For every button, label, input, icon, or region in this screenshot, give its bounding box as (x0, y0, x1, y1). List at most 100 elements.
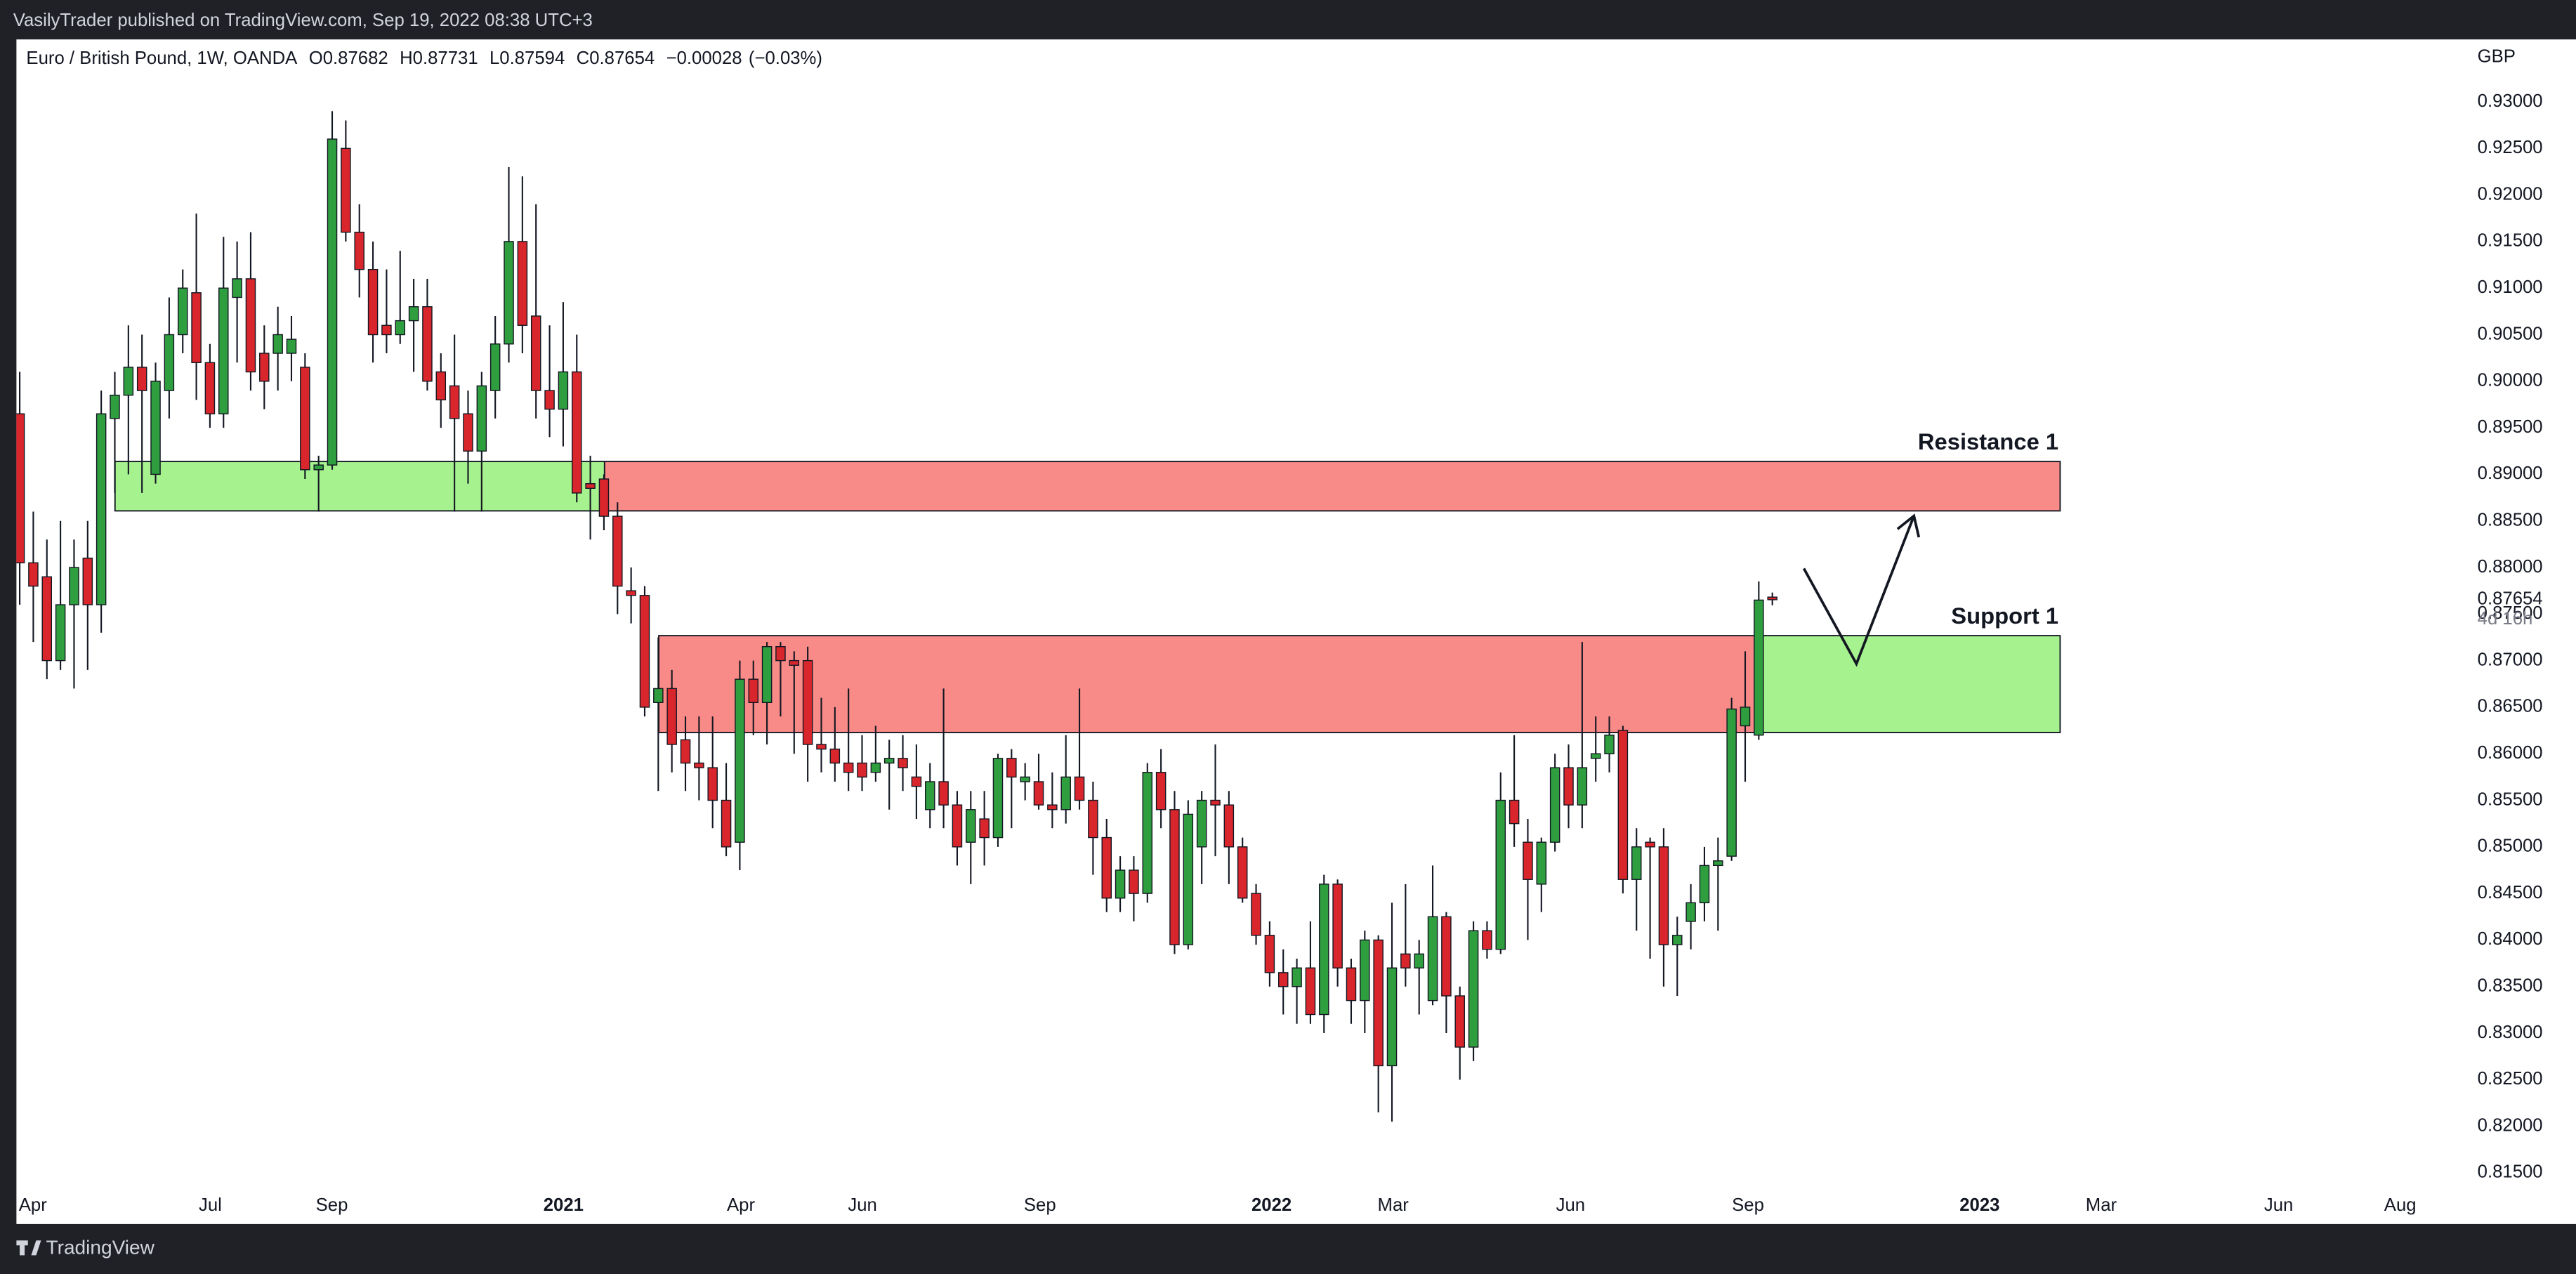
candle-body (16, 413, 25, 564)
candle-body (354, 231, 364, 270)
candle-body (544, 390, 555, 410)
candle-body (1468, 930, 1479, 1048)
candle-body (435, 371, 447, 401)
x-tick-label: 2021 (544, 1195, 584, 1215)
candle-body (666, 688, 677, 745)
last-price-label: 0.87654 (2478, 589, 2543, 609)
candle-body (1427, 916, 1438, 1002)
candle-body (1685, 902, 1696, 922)
candle-body (694, 762, 704, 768)
candle-body (1767, 596, 1777, 600)
candle-body (1319, 884, 1329, 1016)
chart-background (16, 39, 2576, 1224)
zone (1760, 635, 2061, 733)
candle-body (1645, 841, 1655, 848)
candle-body (259, 353, 270, 382)
x-tick-label: Jun (848, 1195, 876, 1215)
candle-body (1129, 869, 1139, 894)
candle-body (1142, 772, 1153, 894)
candle-body (82, 558, 93, 605)
candle-body (341, 147, 351, 233)
candle-body (1169, 809, 1180, 945)
candle-body (300, 367, 310, 471)
candle-body (1155, 772, 1167, 810)
candle-body (1454, 995, 1465, 1048)
countdown-label: 4d 16h (2478, 609, 2533, 629)
candle-body (1237, 846, 1248, 899)
candle-body (1074, 776, 1085, 801)
candle-body (245, 278, 256, 373)
candle-body (367, 268, 379, 336)
x-tick-label: Jul (199, 1195, 222, 1215)
y-tick-label: 0.89000 (2478, 464, 2543, 483)
x-tick-label: 2023 (1959, 1195, 1999, 1215)
y-tick-label: 0.85500 (2478, 789, 2543, 809)
candle-body (191, 292, 202, 363)
legend-field-name: C (577, 48, 590, 68)
y-tick-label: 0.82000 (2478, 1115, 2543, 1135)
candle-body (476, 385, 487, 452)
x-tick-label: Apr (727, 1195, 755, 1215)
plot-area (16, 111, 2061, 1122)
candle-body (1373, 939, 1384, 1067)
candle-body (966, 809, 976, 843)
candle-body (449, 385, 460, 419)
candle-body (857, 762, 867, 778)
legend-symbol: Euro / British Pound, 1W, OANDA (26, 48, 298, 68)
y-tick-label: 0.87000 (2478, 650, 2543, 669)
projection-arrow (1802, 513, 1921, 667)
candle-body (1509, 799, 1520, 825)
candle-body (177, 287, 188, 336)
y-tick-label: 0.91500 (2478, 231, 2543, 251)
legend-change: −0.00028 (666, 48, 742, 68)
candle-body (775, 646, 786, 662)
candle-body (721, 799, 732, 848)
y-tick-label: 0.85000 (2478, 836, 2543, 856)
candle-body (952, 804, 963, 848)
candle-body (408, 306, 419, 322)
candle-body (313, 464, 324, 471)
candle-body (1577, 767, 1588, 806)
candle-body (870, 762, 881, 773)
candle-body (816, 744, 827, 750)
y-tick-label: 0.93000 (2478, 91, 2543, 111)
candle-body (802, 659, 813, 745)
candle-body (680, 739, 691, 764)
candle-body (41, 576, 53, 662)
candle-body (558, 371, 569, 410)
candle-body (1277, 972, 1289, 987)
candle-body (28, 562, 39, 587)
candle-body (272, 334, 283, 354)
legend-field-value: 0.87654 (589, 48, 655, 68)
legend-field-name: H (400, 48, 413, 68)
currency-label: GBP (2478, 47, 2516, 67)
candle-body (585, 482, 596, 490)
candle-body (1549, 767, 1560, 843)
candle-body (1726, 708, 1737, 857)
candle-body (598, 478, 610, 517)
publish-info: VasilyTrader published on TradingView.co… (13, 11, 593, 30)
y-tick-label: 0.87500 (2478, 603, 2543, 623)
candle-body (1305, 967, 1316, 1016)
candle-body (639, 595, 650, 708)
x-tick-label: Jun (2264, 1195, 2293, 1215)
candle-body (992, 758, 1004, 839)
legend-change-percent: (−0.03%) (749, 48, 822, 68)
candle-body (1047, 804, 1058, 810)
candle-body (1482, 930, 1492, 950)
candle-body (395, 320, 406, 336)
candle-body (1183, 813, 1194, 945)
candle-body (1088, 799, 1098, 839)
candle-body (829, 748, 841, 764)
candle-body (1264, 935, 1275, 973)
zone (603, 461, 2061, 512)
y-tick-label: 0.83000 (2478, 1023, 2543, 1042)
y-tick-label: 0.92000 (2478, 184, 2543, 204)
candle-body (735, 678, 745, 843)
legend-field-name: L (489, 48, 499, 68)
arrow-path (1802, 515, 1916, 667)
candle-body (707, 767, 718, 801)
candle-body (381, 324, 392, 336)
candle-body (1672, 935, 1683, 945)
candle-body (653, 688, 664, 703)
